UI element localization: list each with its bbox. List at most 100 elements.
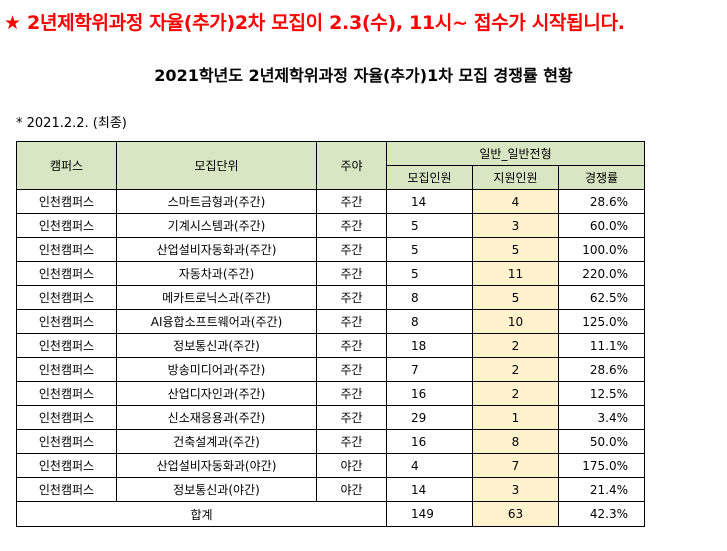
table-row: 인천캠퍼스 방송미디어과(주간) 주간 7 2 28.6% — [16, 357, 645, 382]
cell-campus: 인천캠퍼스 — [16, 333, 117, 358]
cell-quota: 5 — [386, 213, 473, 238]
cell-ratio: 175.0% — [558, 453, 645, 478]
cell-shift: 주간 — [316, 309, 387, 334]
table-row: 인천캠퍼스 기계시스템과(주간) 주간 5 3 60.0% — [16, 213, 645, 238]
cell-quota: 14 — [386, 477, 473, 502]
cell-ratio: 62.5% — [558, 285, 645, 310]
header-campus: 캠퍼스 — [16, 141, 117, 190]
cell-shift: 주간 — [316, 405, 387, 430]
cell-shift: 주간 — [316, 429, 387, 454]
cell-campus: 인천캠퍼스 — [16, 405, 117, 430]
table-row: 인천캠퍼스 산업디자인과(주간) 주간 16 2 12.5% — [16, 381, 645, 406]
cell-quota: 7 — [386, 357, 473, 382]
cell-applicants: 10 — [472, 309, 559, 334]
page-title: 2021학년도 2년제학위과정 자율(추가)1차 모집 경쟁률 현황 — [154, 66, 573, 85]
cell-applicants: 4 — [472, 189, 559, 214]
cell-campus: 인천캠퍼스 — [16, 453, 117, 478]
cell-unit: 정보통신과(야간) — [116, 477, 317, 502]
total-quota: 149 — [386, 501, 473, 527]
table-row: 인천캠퍼스 신소재응용과(주간) 주간 29 1 3.4% — [16, 405, 645, 430]
cell-campus: 인천캠퍼스 — [16, 237, 117, 262]
cell-campus: 인천캠퍼스 — [16, 261, 117, 286]
cell-campus: 인천캠퍼스 — [16, 429, 117, 454]
cell-shift: 주간 — [316, 189, 387, 214]
cell-ratio: 60.0% — [558, 213, 645, 238]
cell-unit: 산업설비자동화과(주간) — [116, 237, 317, 262]
header-ratio: 경쟁률 — [558, 165, 645, 190]
cell-unit: 산업설비자동화과(야간) — [116, 453, 317, 478]
cell-applicants: 8 — [472, 429, 559, 454]
header-group: 일반_일반전형 — [386, 141, 645, 166]
cell-campus: 인천캠퍼스 — [16, 213, 117, 238]
cell-campus: 인천캠퍼스 — [16, 189, 117, 214]
header-applicants: 지원인원 — [472, 165, 559, 190]
table-row: 인천캠퍼스 메카트로닉스과(주간) 주간 8 5 62.5% — [16, 285, 645, 310]
cell-quota: 16 — [386, 381, 473, 406]
cell-applicants: 2 — [472, 357, 559, 382]
date-note: * 2021.2.2. (최종) — [16, 116, 127, 131]
table-body: 인천캠퍼스 스마트금형과(주간) 주간 14 4 28.6% 인천캠퍼스 기계시스템과(주간)… — [16, 189, 645, 527]
cell-shift: 야간 — [316, 453, 387, 478]
cell-unit: 기계시스템과(주간) — [116, 213, 317, 238]
table-row: 인천캠퍼스 AI융합소프트웨어과(주간) 주간 8 10 125.0% — [16, 309, 645, 334]
cell-ratio: 50.0% — [558, 429, 645, 454]
cell-unit: 메카트로닉스과(주간) — [116, 285, 317, 310]
cell-shift: 주간 — [316, 381, 387, 406]
cell-quota: 18 — [386, 333, 473, 358]
cell-quota: 5 — [386, 237, 473, 262]
cell-quota: 5 — [386, 261, 473, 286]
cell-ratio: 11.1% — [558, 333, 645, 358]
cell-quota: 16 — [386, 429, 473, 454]
cell-ratio: 28.6% — [558, 189, 645, 214]
cell-shift: 주간 — [316, 237, 387, 262]
cell-applicants: 5 — [472, 237, 559, 262]
cell-ratio: 220.0% — [558, 261, 645, 286]
cell-ratio: 125.0% — [558, 309, 645, 334]
cell-ratio: 21.4% — [558, 477, 645, 502]
table-row: 인천캠퍼스 건축설계과(주간) 주간 16 8 50.0% — [16, 429, 645, 454]
cell-unit: 신소재응용과(주간) — [116, 405, 317, 430]
cell-campus: 인천캠퍼스 — [16, 357, 117, 382]
notice-banner: ★ 2년제학위과정 자율(추가)2차 모집이 2.3(수), 11시~ 접수가 … — [4, 12, 625, 34]
cell-quota: 14 — [386, 189, 473, 214]
total-row: 합계 149 63 42.3% — [16, 501, 645, 527]
cell-ratio: 3.4% — [558, 405, 645, 430]
cell-shift: 주간 — [316, 357, 387, 382]
header-quota: 모집인원 — [386, 165, 473, 190]
cell-applicants: 11 — [472, 261, 559, 286]
cell-ratio: 28.6% — [558, 357, 645, 382]
cell-unit: 스마트금형과(주간) — [116, 189, 317, 214]
cell-campus: 인천캠퍼스 — [16, 309, 117, 334]
total-applicants: 63 — [472, 501, 559, 527]
table-row: 인천캠퍼스 정보통신과(주간) 주간 18 2 11.1% — [16, 333, 645, 358]
cell-applicants: 3 — [472, 477, 559, 502]
total-ratio: 42.3% — [558, 501, 645, 527]
table-row: 인천캠퍼스 산업설비자동화과(야간) 야간 4 7 175.0% — [16, 453, 645, 478]
table-row: 인천캠퍼스 스마트금형과(주간) 주간 14 4 28.6% — [16, 189, 645, 214]
cell-applicants: 2 — [472, 333, 559, 358]
cell-applicants: 1 — [472, 405, 559, 430]
cell-unit: 방송미디어과(주간) — [116, 357, 317, 382]
cell-unit: AI융합소프트웨어과(주간) — [116, 309, 317, 334]
cell-applicants: 5 — [472, 285, 559, 310]
cell-unit: 정보통신과(주간) — [116, 333, 317, 358]
header-unit: 모집단위 — [116, 141, 317, 190]
total-label: 합계 — [16, 501, 387, 527]
cell-unit: 산업디자인과(주간) — [116, 381, 317, 406]
cell-unit: 건축설계과(주간) — [116, 429, 317, 454]
cell-shift: 야간 — [316, 477, 387, 502]
competition-table: 캠퍼스 모집단위 주야 일반_일반전형 모집인원 지원인원 경쟁률 인천캠퍼스 스… — [16, 141, 645, 527]
cell-shift: 주간 — [316, 261, 387, 286]
cell-quota: 4 — [386, 453, 473, 478]
cell-shift: 주간 — [316, 213, 387, 238]
cell-shift: 주간 — [316, 333, 387, 358]
cell-unit: 자동차과(주간) — [116, 261, 317, 286]
header-row-1: 캠퍼스 모집단위 주야 일반_일반전형 — [16, 141, 645, 190]
cell-campus: 인천캠퍼스 — [16, 477, 117, 502]
cell-quota: 29 — [386, 405, 473, 430]
table-row: 인천캠퍼스 정보통신과(야간) 야간 14 3 21.4% — [16, 477, 645, 502]
cell-applicants: 2 — [472, 381, 559, 406]
cell-quota: 8 — [386, 309, 473, 334]
cell-applicants: 3 — [472, 213, 559, 238]
table-row: 인천캠퍼스 산업설비자동화과(주간) 주간 5 5 100.0% — [16, 237, 645, 262]
